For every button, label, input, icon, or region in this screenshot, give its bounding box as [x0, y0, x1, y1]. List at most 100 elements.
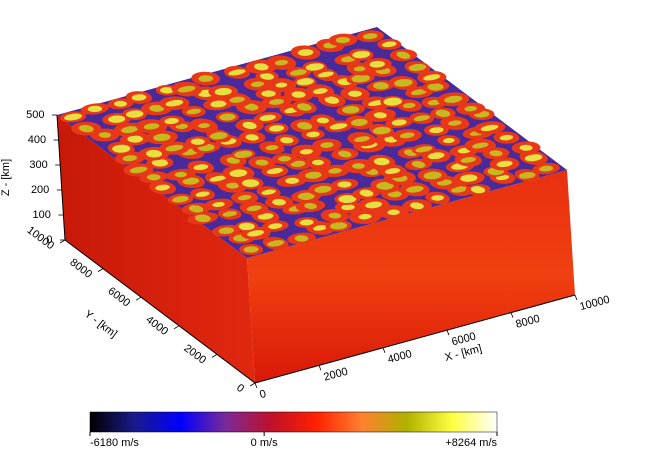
cell-core	[314, 185, 332, 193]
cell-core	[234, 150, 253, 158]
colorbar-label: +8264 m/s	[445, 437, 497, 449]
cell-core	[337, 181, 352, 188]
cell-core	[320, 142, 334, 148]
cell-core	[313, 225, 328, 231]
cell-core	[172, 196, 189, 203]
cell-core	[146, 149, 163, 158]
z-tick-label: 100	[33, 209, 51, 221]
cell-core	[305, 63, 324, 71]
cell-core	[195, 191, 210, 197]
cell-core	[539, 165, 554, 172]
cell-core	[369, 60, 385, 68]
cell-core	[198, 123, 210, 129]
cell-core	[384, 168, 401, 175]
cell-core	[255, 159, 269, 166]
cell-core	[268, 125, 285, 132]
cell-core	[165, 144, 184, 152]
cell-core	[396, 51, 411, 59]
y-tick-mark	[249, 382, 256, 387]
cell-core	[352, 50, 371, 59]
cell-core	[342, 106, 360, 114]
cell-core	[348, 90, 362, 97]
x-tick-label: 10000	[578, 294, 611, 314]
z-tick-label: 300	[29, 159, 47, 171]
cell-core	[499, 134, 514, 141]
cell-core	[151, 158, 168, 167]
cell-core	[489, 150, 503, 157]
cell-core	[209, 132, 228, 140]
cell-core	[406, 185, 424, 193]
cell-core	[267, 240, 285, 247]
cell-core	[290, 160, 306, 167]
cell-core	[427, 99, 441, 106]
cell-core	[188, 205, 204, 213]
x-tick-label: 8000	[514, 313, 541, 331]
cell-core	[149, 104, 165, 112]
cell-core	[297, 122, 313, 130]
cell-core	[245, 134, 259, 141]
cell-core	[373, 112, 387, 119]
cell-core	[387, 191, 402, 198]
cell-core	[244, 103, 259, 111]
cell-core	[190, 138, 205, 145]
cell-core	[338, 150, 352, 158]
y-tick-mark	[135, 296, 142, 301]
cell-core	[198, 75, 214, 82]
y-tick-label: 6000	[105, 285, 132, 309]
y-axis-title: Y - [km]	[82, 308, 119, 340]
cell-core	[387, 209, 400, 216]
x-tick-mark	[446, 330, 450, 336]
cell-core	[304, 202, 317, 210]
y-tick-label: 2000	[181, 342, 208, 366]
cell-core	[64, 113, 83, 121]
cell-core	[127, 135, 143, 143]
cell-core	[306, 131, 320, 138]
cell-core	[129, 166, 148, 174]
cell-core	[450, 186, 468, 193]
cell-core	[242, 179, 260, 188]
cell-core	[444, 95, 463, 103]
cell-core	[131, 94, 147, 101]
cell-core	[155, 184, 170, 191]
x-tick-mark	[254, 382, 258, 389]
y-tick-label: 8000	[67, 256, 94, 280]
x-axis-title: X - [km]	[444, 343, 484, 364]
x-tick-label: 0	[258, 388, 267, 401]
cell-core	[470, 186, 486, 194]
cell-core	[312, 88, 328, 95]
cell-core	[289, 69, 307, 76]
x-tick-label: 4000	[386, 348, 413, 366]
cell-core	[297, 192, 315, 200]
cell-core	[218, 227, 235, 234]
cell-core	[324, 96, 340, 104]
cell-core	[268, 223, 283, 229]
cell-core	[472, 142, 489, 149]
cell-core	[275, 82, 288, 88]
x-tick-mark	[510, 312, 514, 318]
cell-core	[305, 171, 322, 179]
z-tick-label: 500	[26, 109, 44, 121]
cell-core	[247, 230, 265, 237]
volume	[57, 27, 575, 383]
cell-core	[250, 81, 265, 87]
cell-core	[177, 85, 196, 93]
cell-core	[352, 163, 365, 169]
cell-core	[296, 103, 312, 111]
cell-core	[328, 212, 342, 219]
z-tick-label: 400	[28, 134, 46, 146]
side-face	[57, 115, 255, 383]
cell-core	[291, 91, 306, 98]
cell-core	[299, 219, 314, 226]
cell-core	[98, 132, 111, 138]
cell-core	[351, 74, 370, 83]
cell-core	[338, 194, 357, 204]
cell-core	[210, 100, 227, 108]
cell-core	[160, 87, 175, 94]
y-axis	[64, 239, 256, 384]
cell-core	[381, 41, 397, 48]
cell-core	[399, 132, 415, 139]
cell-core	[182, 177, 200, 185]
cell-core	[243, 246, 259, 253]
cell-core	[299, 148, 313, 155]
